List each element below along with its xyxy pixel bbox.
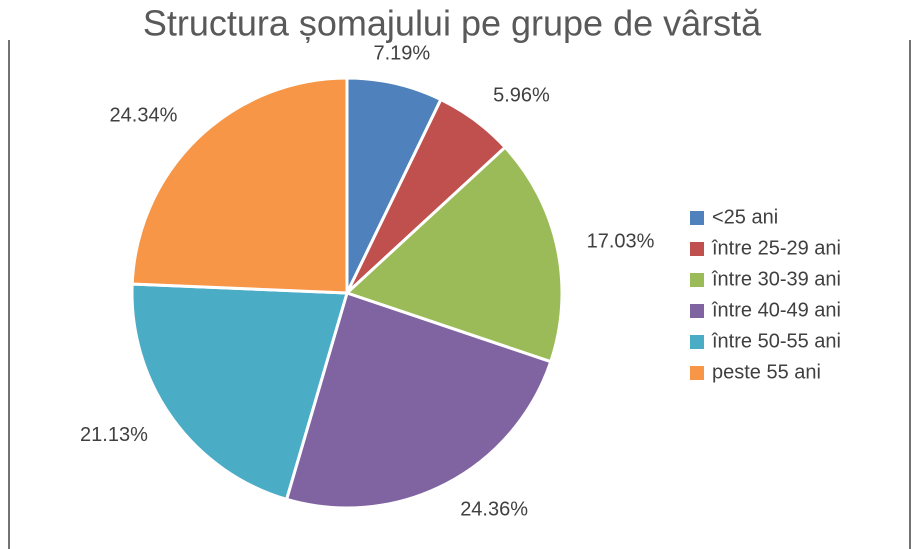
legend-label: peste 55 ani bbox=[712, 361, 821, 383]
data-label: 5.96% bbox=[493, 85, 550, 107]
data-label: 17.03% bbox=[587, 230, 655, 252]
pie-slice bbox=[344, 145, 564, 364]
pie-slice bbox=[130, 282, 349, 502]
data-label: 21.13% bbox=[80, 424, 148, 446]
legend-label: între 40-49 ani bbox=[711, 299, 841, 321]
legend-swatch bbox=[690, 242, 704, 256]
pie-slice bbox=[284, 291, 553, 510]
legend-swatch bbox=[690, 273, 704, 287]
legend-label: <25 ani bbox=[712, 206, 778, 228]
pie-slice bbox=[130, 76, 349, 295]
legend-label: între 50-55 ani bbox=[711, 330, 841, 352]
legend-label: între 30-39 ani bbox=[711, 268, 841, 290]
legend-swatch bbox=[690, 335, 704, 349]
legend-swatch bbox=[690, 304, 704, 318]
chart-title: Structura șomajului pe grupe de vârstă bbox=[143, 3, 762, 44]
legend-swatch bbox=[690, 366, 704, 380]
legend-swatch bbox=[690, 211, 704, 225]
legend-label: între 25-29 ani bbox=[711, 237, 841, 259]
data-label: 7.19% bbox=[374, 43, 431, 65]
data-label: 24.36% bbox=[460, 499, 528, 521]
data-label: 24.34% bbox=[110, 104, 178, 126]
